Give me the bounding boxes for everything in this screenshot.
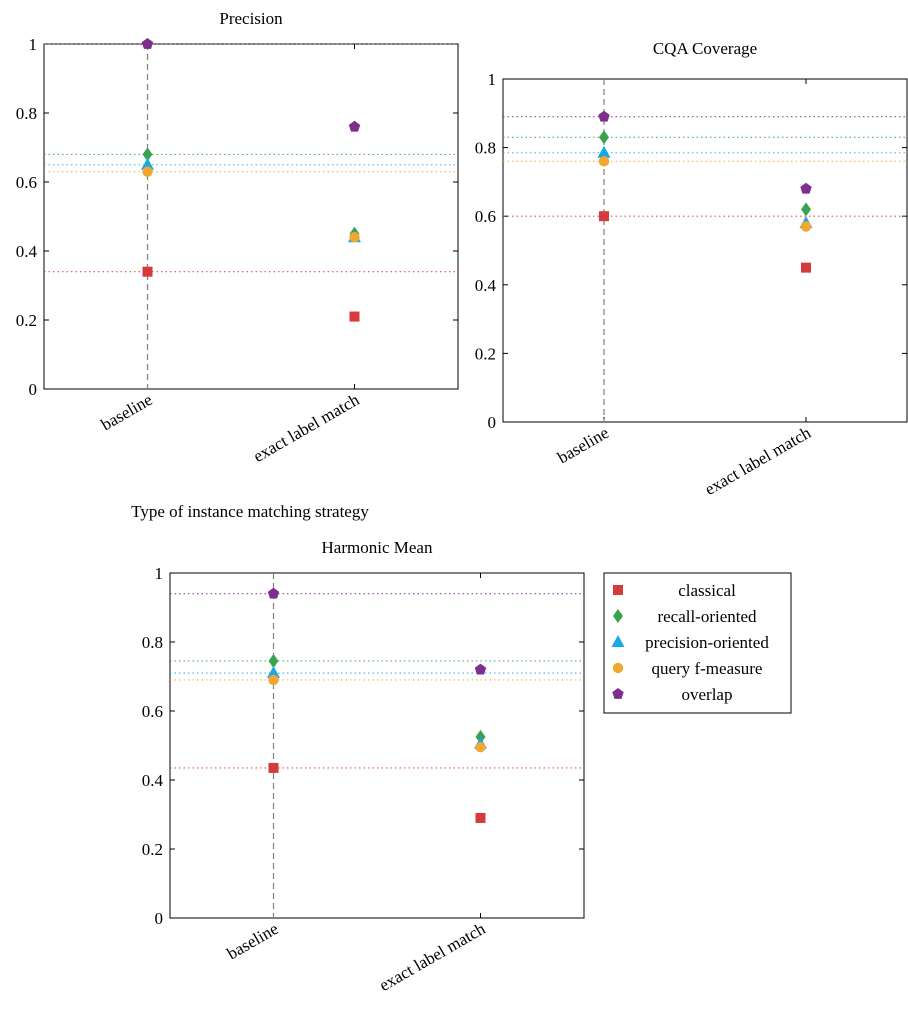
legend-label: overlap [682,685,733,704]
point-classical [599,211,609,222]
point-query-f-measure [268,674,279,686]
legend-entry-recall-oriented: recall-oriented [613,607,757,626]
legend-entry-query-f-measure: query f-measure [612,659,763,678]
point-recall-oriented [599,130,609,145]
y-tick-label: 1 [488,70,497,89]
legend-label: recall-oriented [657,607,757,626]
x-tick-label: baseline [554,423,612,467]
legend-entry-overlap: overlap [612,685,732,704]
legend-label: query f-measure [652,659,763,678]
point-overlap [474,663,487,675]
point-classical [475,812,486,823]
legend-marker-recall-oriented [613,609,623,623]
y-tick-label: 0 [488,413,497,432]
point-classical [801,262,811,273]
y-tick-label: 1 [155,564,164,583]
point-query-f-measure [800,221,812,232]
y-tick-label: 0.4 [475,276,497,295]
plot-frame [502,78,908,423]
x-tick-label: baseline [224,919,282,963]
plot-frame [43,43,459,390]
y-tick-label: 1 [29,35,38,54]
point-classical [349,311,360,322]
legend-marker-overlap [612,688,624,699]
y-tick-label: 0.4 [16,242,38,261]
plot-frame [169,572,585,919]
figure-caption: Type of instance matching strategy [131,502,369,521]
y-tick-label: 0.6 [475,207,496,226]
point-recall-oriented [801,202,811,217]
point-precision-oriented [597,145,611,158]
legend-marker-query-f-measure [612,662,624,674]
chart-title: Harmonic Mean [322,538,433,557]
point-overlap [141,38,154,49]
y-tick-label: 0.2 [475,344,496,363]
chart-precision: Precision 0 0.2 0.4 0.6 0.8 1 baseline exact lab… [16,9,459,466]
y-tick-label: 0.6 [16,173,37,192]
y-tick-label: 0.8 [475,139,496,158]
x-tick-label: exact label match [376,919,489,995]
y-tick-label: 0.2 [16,311,37,330]
point-precision-oriented [141,157,154,170]
x-tick-label: exact label match [250,390,363,466]
y-tick-label: 0 [155,909,164,928]
legend-label: classical [678,581,736,600]
chart-cqa-coverage: CQA Coverage 0 0.2 0.4 0.6 0.8 1 baseline exact … [475,39,908,499]
y-tick-label: 0.8 [142,633,163,652]
point-query-f-measure [598,156,610,167]
y-tick-label: 0 [29,380,38,399]
point-overlap [267,587,280,599]
y-tick-label: 0.6 [142,702,163,721]
legend-entry-classical: classical [613,581,736,600]
point-query-f-measure [349,232,360,243]
point-recall-oriented [142,147,153,162]
point-classical [268,762,279,773]
x-tick-label: baseline [98,390,156,434]
point-query-f-measure [142,166,153,177]
point-query-f-measure [475,742,486,753]
chart-harmonic-mean: Harmonic Mean 0 0.2 0.4 0.6 0.8 1 baseline exact… [142,538,585,995]
y-tick-label: 0.2 [142,840,163,859]
point-classical [142,266,153,277]
y-tick-label: 0.8 [16,104,37,123]
legend-marker-classical [613,585,623,595]
legend-entry-precision-oriented: precision-oriented [611,633,769,652]
legend: classical recall-oriented precision-orient… [603,572,792,714]
legend-label: precision-oriented [645,633,769,652]
point-recall-oriented [268,653,279,668]
point-overlap [348,120,361,132]
x-tick-label: exact label match [701,423,814,499]
point-overlap [800,182,812,194]
point-overlap [598,110,610,122]
chart-title: CQA Coverage [653,39,757,58]
legend-box [603,572,792,714]
point-precision-oriented [267,666,280,679]
y-tick-label: 0.4 [142,771,164,790]
legend-marker-precision-oriented [611,635,625,647]
chart-title: Precision [219,9,283,28]
